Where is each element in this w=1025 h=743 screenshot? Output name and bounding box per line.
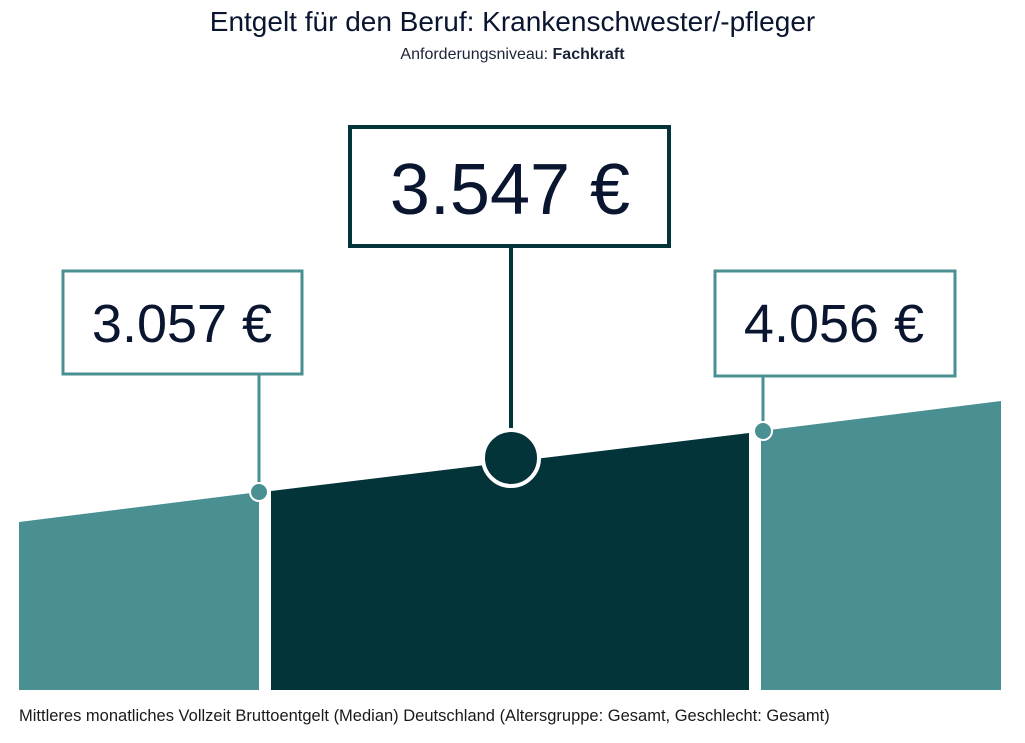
label-box-low (61, 269, 304, 376)
value-label-median: 3.547 € (390, 150, 630, 230)
area-segment-low (19, 492, 259, 690)
marker-point-median (481, 428, 541, 488)
value-label-low: 3.057 € (92, 294, 272, 354)
value-label-high: 4.056 € (744, 294, 924, 354)
label-box-high (713, 269, 957, 378)
chart-title: Entgelt für den Beruf: Krankenschwester/… (209, 6, 816, 37)
chart-subtitle: Anforderungsniveau: Fachkraft (0, 44, 1025, 66)
subtitle-value: Fachkraft (552, 46, 625, 63)
footnote: Mittleres monatliches Vollzeit Bruttoent… (19, 707, 830, 725)
marker-point-high (753, 421, 773, 441)
subtitle-prefix: Anforderungsniveau: (400, 46, 553, 63)
label-box-median (348, 125, 671, 248)
area-segment-high (761, 401, 1001, 690)
area-segment-median (271, 433, 749, 690)
marker-point-low (249, 482, 269, 502)
